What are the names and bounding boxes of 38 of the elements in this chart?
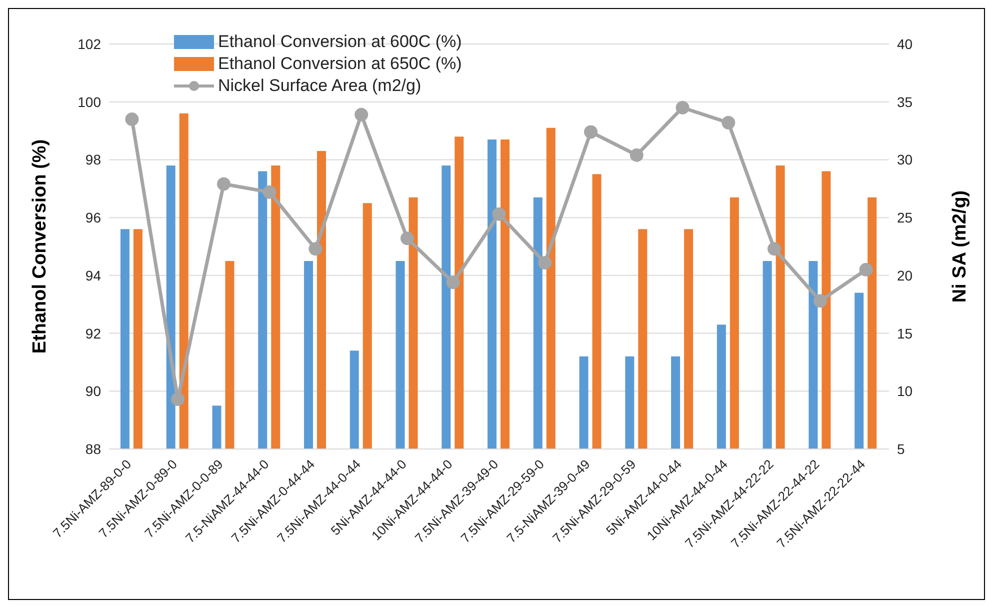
point — [262, 185, 276, 199]
y-tick-label: 90 — [85, 383, 102, 400]
y-tick-label: 98 — [85, 152, 102, 168]
y-tick-label: 94 — [85, 267, 102, 284]
y-tick-label: 102 — [78, 36, 102, 52]
point — [813, 294, 827, 308]
point — [492, 207, 506, 221]
y2-tick-label: 30 — [897, 152, 913, 168]
y2-tick-label: 20 — [897, 267, 913, 284]
y2-tick-label: 35 — [897, 94, 913, 110]
y-tick-label: 88 — [85, 440, 102, 457]
y2-tick-label: 15 — [897, 325, 913, 342]
point — [676, 100, 690, 114]
point — [400, 232, 414, 246]
legend-label: Ethanol Conversion at 600C (%) — [218, 32, 462, 52]
y-tick-label: 100 — [78, 94, 102, 110]
point — [630, 148, 644, 162]
point — [768, 242, 782, 256]
point — [538, 256, 552, 270]
y-tick-label: 96 — [85, 210, 102, 226]
point — [354, 108, 368, 122]
point — [446, 276, 460, 290]
y2-tick-label: 25 — [897, 210, 913, 226]
point — [859, 262, 873, 276]
point — [308, 242, 322, 256]
legend-label: Ethanol Conversion at 650C (%) — [218, 54, 462, 74]
y-tick-label: 92 — [85, 325, 102, 342]
point — [216, 177, 230, 191]
point — [125, 112, 139, 126]
point — [171, 392, 185, 406]
y2-tick-label: 40 — [897, 36, 913, 52]
y2-tick-label: 10 — [897, 383, 913, 400]
y2-tick-label: 5 — [897, 440, 905, 457]
legend-label: Nickel Surface Area (m2/g) — [218, 76, 422, 96]
point — [722, 116, 736, 130]
point — [584, 125, 598, 139]
y-axis-title: Ethanol Conversion (%) — [30, 139, 51, 354]
y2-axis-title: Ni SA (m2/g) — [950, 190, 971, 303]
